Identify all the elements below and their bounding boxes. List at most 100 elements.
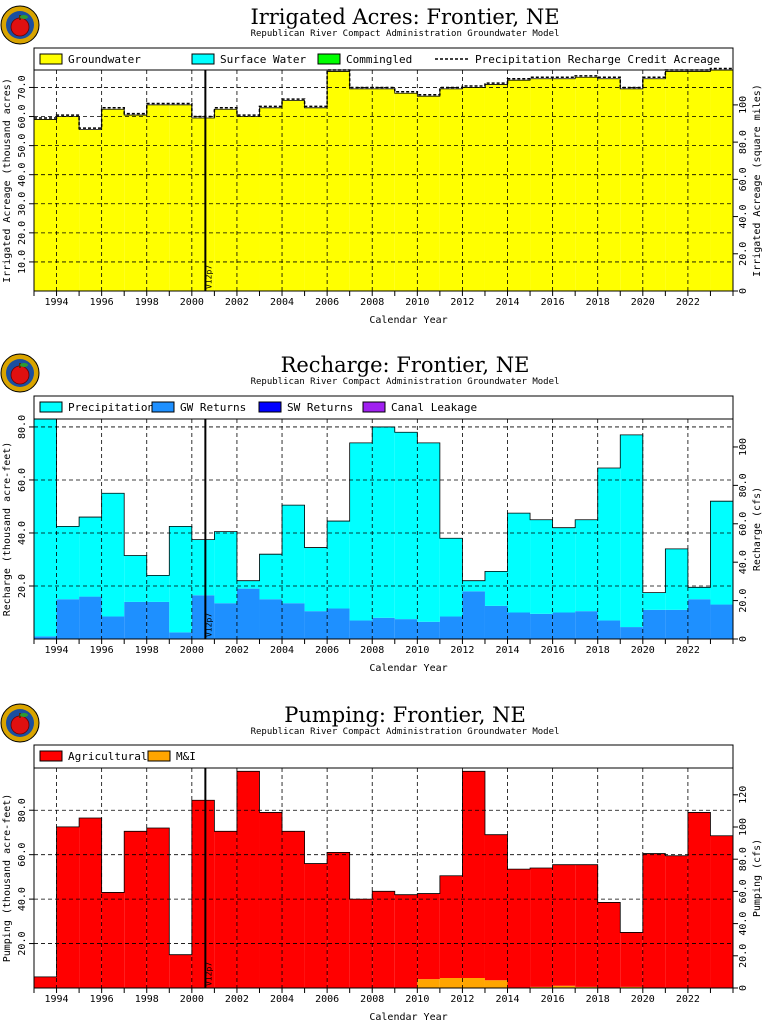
credit-line: [34, 67, 733, 129]
x-tick-label: 2016: [541, 297, 565, 308]
chart-subtitle: Republican River Compact Administration …: [251, 29, 560, 39]
x-tick-label: 2020: [631, 994, 655, 1005]
x-tick-label: 1994: [45, 994, 69, 1005]
bar-segment: [552, 612, 576, 639]
y-tick-label: 40.0: [17, 521, 28, 545]
bar-segment: [146, 828, 170, 988]
bar-segment: [507, 612, 531, 639]
bar-segment: [507, 80, 531, 291]
bar-segment: [56, 526, 80, 600]
x-tick-label: 2022: [676, 645, 700, 656]
chart-subtitle: Republican River Compact Administration …: [251, 377, 560, 387]
bar-segment: [417, 979, 440, 988]
y2-tick-label: 60.0: [738, 512, 749, 536]
bar-segment: [349, 88, 373, 292]
y-axis-label: Pumping (thousand acre-feet): [2, 794, 13, 963]
bar-segment: [101, 109, 125, 291]
x-tick-label: 2006: [315, 645, 339, 656]
bar-segment: [417, 442, 440, 622]
y-axis-label: Irrigated Acreage (thousand acres): [2, 78, 13, 283]
bar-segment: [417, 893, 440, 980]
bar-segment: [530, 78, 553, 291]
legend-swatch: [191, 53, 215, 65]
legend-label: Precipitation Recharge Credit Acreage: [475, 53, 720, 66]
bar-segment: [530, 868, 553, 987]
bar-segment: [507, 869, 531, 988]
bar-segment: [191, 800, 215, 988]
bar-segment: [124, 831, 147, 988]
x-tick-label: 2014: [495, 994, 519, 1005]
logo-stem: [19, 363, 21, 368]
bar-segment: [191, 595, 215, 639]
legend-label: Groundwater: [68, 53, 141, 66]
y2-tick-label: 80.0: [738, 130, 749, 154]
bar-segment: [169, 632, 192, 639]
bar-segment: [349, 899, 373, 988]
logo-apple: [10, 365, 30, 385]
y2-axis-label: Recharge (cfs): [752, 487, 763, 571]
bar-segment: [146, 575, 170, 602]
bar-segment: [394, 432, 418, 620]
bar-segment: [79, 818, 102, 988]
y2-tick-label: 0: [738, 636, 749, 642]
y2-tick-label: 0: [738, 985, 749, 991]
bar-segment: [282, 603, 305, 639]
legend-label: Canal Leakage: [391, 401, 477, 414]
bar-segment: [597, 902, 621, 988]
x-tick-label: 1996: [90, 297, 114, 308]
bar-segment: [259, 554, 283, 600]
x-tick-label: 2014: [495, 645, 519, 656]
bar-segment: [236, 771, 260, 988]
bar-segment: [439, 538, 463, 617]
bar-segment: [462, 87, 485, 292]
legend-swatch: [362, 401, 386, 413]
bar-segment: [56, 826, 80, 988]
x-tick-label: 1998: [135, 297, 159, 308]
x-tick-label: 2000: [180, 645, 204, 656]
bar-segment: [214, 531, 237, 604]
bar-segment: [439, 875, 463, 978]
bar-segment: [79, 517, 102, 597]
bar-segment: [417, 96, 440, 291]
x-tick-label: 2004: [270, 645, 294, 656]
bar-segment: [349, 442, 373, 621]
bar-segment: [552, 527, 576, 613]
bar-segment: [620, 88, 643, 292]
x-tick-label: 2010: [405, 645, 429, 656]
x-tick-label: 2002: [225, 297, 249, 308]
x-tick-label: 2008: [360, 994, 384, 1005]
bar-segment: [282, 831, 305, 988]
x-tick-label: 2018: [586, 297, 610, 308]
bar-segment: [620, 986, 643, 988]
y-tick-label: 70.0: [17, 75, 28, 99]
legend-label: Agricultural: [68, 750, 147, 763]
y-tick-label: 40.0: [17, 887, 28, 911]
x-tick-label: 1994: [45, 645, 69, 656]
bar-segment: [642, 592, 666, 610]
bar-segment: [530, 519, 553, 614]
bar-segment: [507, 513, 531, 613]
x-tick-label: 2002: [225, 994, 249, 1005]
logo-leaf: [20, 363, 28, 367]
bar-segment: [101, 493, 125, 617]
bar-segment: [349, 620, 373, 639]
x-axis-label: Calendar Year: [369, 1012, 447, 1023]
stack-outline: [33, 418, 734, 639]
bar-segment: [620, 434, 643, 628]
bar-segment: [484, 980, 508, 988]
bar-segment: [304, 547, 328, 612]
bar-segment: [484, 834, 508, 981]
bar-segment: [372, 88, 395, 292]
version-marker-label: V12p7: [204, 962, 213, 986]
bar-segment: [439, 978, 463, 988]
bar-segment: [259, 107, 283, 291]
bar-segment: [101, 892, 125, 988]
bar-segment: [191, 539, 215, 596]
y-tick-label: 40.0: [17, 163, 28, 187]
bar-segment: [124, 555, 147, 602]
bar-segment: [327, 608, 350, 639]
bar-segment: [710, 835, 733, 988]
bar-segment: [169, 954, 192, 988]
x-axis-label: Calendar Year: [369, 663, 447, 674]
y2-tick-label: 40.0: [738, 912, 749, 936]
